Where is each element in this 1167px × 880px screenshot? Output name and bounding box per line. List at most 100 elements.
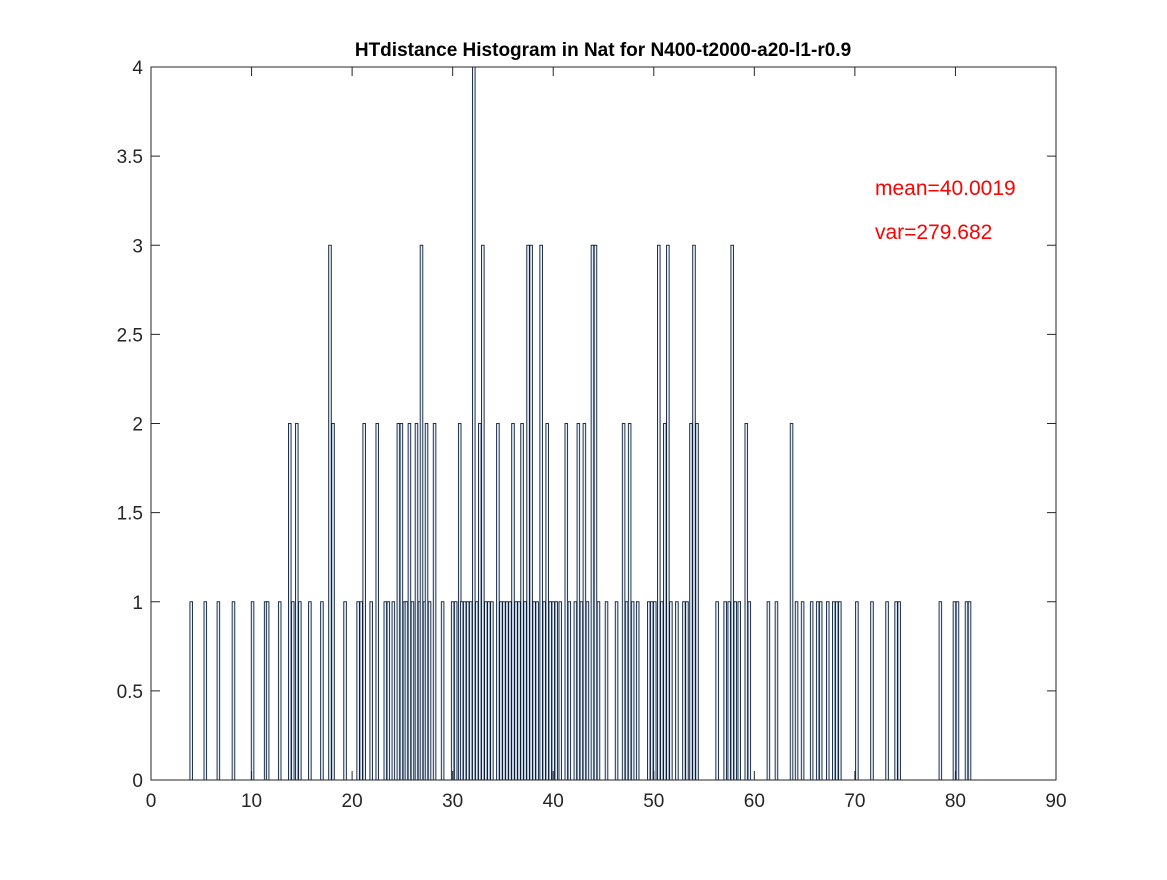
bar	[675, 601, 679, 781]
bar	[523, 601, 527, 781]
bar	[484, 601, 488, 781]
bar	[391, 601, 396, 781]
bar	[551, 601, 555, 781]
bar	[432, 423, 437, 781]
bar	[647, 601, 651, 781]
annotation: var=279.682	[875, 221, 992, 244]
bar	[383, 601, 388, 781]
bar	[774, 601, 779, 781]
bar	[343, 601, 347, 781]
bar	[475, 601, 479, 781]
bar	[414, 423, 419, 781]
bar	[535, 601, 539, 781]
y-tick-label: 0	[132, 771, 143, 792]
bar	[964, 601, 969, 781]
bar	[695, 423, 699, 781]
bar	[532, 601, 536, 781]
bar	[396, 423, 401, 781]
y-tick-label: 0.5	[117, 682, 143, 703]
x-tick-label: 30	[442, 791, 463, 812]
bar	[496, 423, 500, 781]
y-tick-label: 1	[132, 593, 143, 614]
chart-title: HTdistance Histogram in Nat for N400-t20…	[355, 40, 851, 61]
bar	[657, 244, 661, 781]
bar	[277, 601, 282, 781]
bar	[715, 601, 719, 781]
bar	[564, 423, 569, 781]
bar	[189, 601, 193, 781]
bar	[231, 601, 236, 781]
bar	[596, 601, 601, 781]
bar	[692, 244, 696, 781]
annotation: mean=40.0019	[875, 177, 1016, 200]
bar	[747, 601, 752, 781]
bar	[621, 423, 626, 781]
bar	[453, 601, 458, 781]
bar	[663, 423, 667, 781]
bar	[410, 601, 415, 781]
bar	[386, 601, 391, 781]
bar	[635, 601, 640, 781]
bar	[818, 601, 823, 781]
bar	[838, 601, 842, 781]
bar	[459, 601, 464, 781]
x-tick-label: 80	[945, 791, 966, 812]
plot-area	[151, 67, 1056, 780]
bar	[614, 601, 619, 781]
bar	[579, 601, 584, 781]
bar	[502, 601, 506, 781]
bar	[660, 601, 664, 781]
y-tick-label: 2.5	[117, 325, 143, 346]
x-tick-label: 0	[146, 791, 157, 812]
bar	[375, 423, 380, 781]
bar	[894, 601, 898, 781]
bar	[967, 601, 972, 781]
bar	[404, 601, 409, 781]
bar	[331, 423, 335, 781]
bar	[514, 601, 518, 781]
bar	[624, 601, 629, 781]
bar	[576, 423, 581, 781]
bar	[870, 601, 874, 781]
bar	[809, 601, 814, 781]
bar	[585, 601, 590, 781]
x-tick-label: 70	[844, 791, 865, 812]
bar	[666, 244, 670, 781]
bar	[216, 601, 221, 781]
bar	[265, 601, 270, 781]
bar	[450, 601, 455, 781]
bar	[359, 601, 363, 781]
bar	[669, 601, 673, 781]
bar	[733, 601, 737, 781]
y-tick-label: 2	[132, 415, 143, 436]
bar	[590, 244, 595, 781]
bar	[789, 423, 794, 781]
bar	[250, 601, 255, 781]
bar	[505, 601, 509, 781]
bar	[593, 244, 598, 781]
bar	[794, 601, 799, 781]
x-tick-label: 60	[744, 791, 765, 812]
bar	[558, 601, 563, 781]
bar	[723, 601, 727, 781]
bar	[885, 601, 889, 781]
bar	[511, 423, 515, 781]
y-tick-label: 3	[132, 236, 143, 257]
bar	[825, 601, 830, 781]
bar	[938, 601, 943, 781]
bar	[567, 601, 572, 781]
bar	[517, 601, 521, 781]
bar	[424, 423, 429, 781]
x-tick-label: 20	[342, 791, 363, 812]
bar	[835, 601, 839, 781]
x-tick-label: 40	[543, 791, 564, 812]
bar	[472, 66, 476, 781]
bar	[466, 601, 470, 781]
x-tick-label: 50	[643, 791, 664, 812]
bar	[469, 601, 473, 781]
bar	[800, 601, 805, 781]
bar	[520, 423, 524, 781]
bar	[328, 244, 332, 781]
bar	[407, 423, 412, 781]
bar	[744, 423, 749, 781]
